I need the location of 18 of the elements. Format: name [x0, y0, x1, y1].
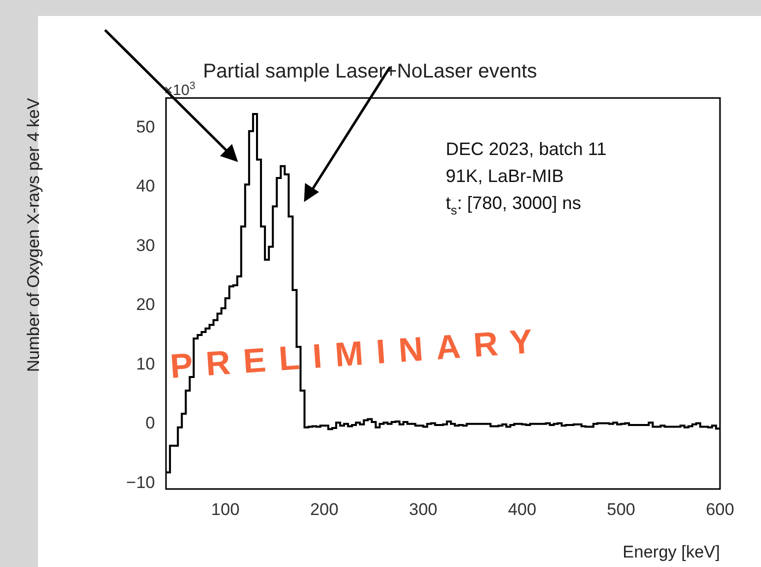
x-tick-label: 200 — [310, 500, 338, 519]
annotation: PRELIMINARY — [168, 322, 547, 386]
y-tick-label: 20 — [136, 295, 155, 314]
annotation: DEC 2023, batch 11 — [446, 139, 607, 159]
y-tick-label: −10 — [126, 472, 155, 492]
x-tick-label: 400 — [508, 500, 536, 519]
y-tick-label: 10 — [136, 354, 155, 374]
x-axis-title: Energy [keV] — [622, 542, 720, 562]
x-tick-label: 600 — [706, 500, 734, 519]
x-tick-label: 300 — [409, 500, 438, 519]
y-tick-label: 50 — [136, 117, 155, 136]
y-axis-title: Number of Oxygen X-rays per 4 keV — [24, 97, 43, 372]
x-tick-label: 100 — [211, 500, 240, 519]
x-tick-label: 500 — [606, 500, 636, 519]
annotation: 91K, LaBr-MIB — [446, 166, 564, 186]
y-tick-label: 30 — [136, 236, 155, 255]
y-tick-label: 40 — [136, 176, 155, 196]
y-tick-label: 0 — [146, 414, 155, 433]
